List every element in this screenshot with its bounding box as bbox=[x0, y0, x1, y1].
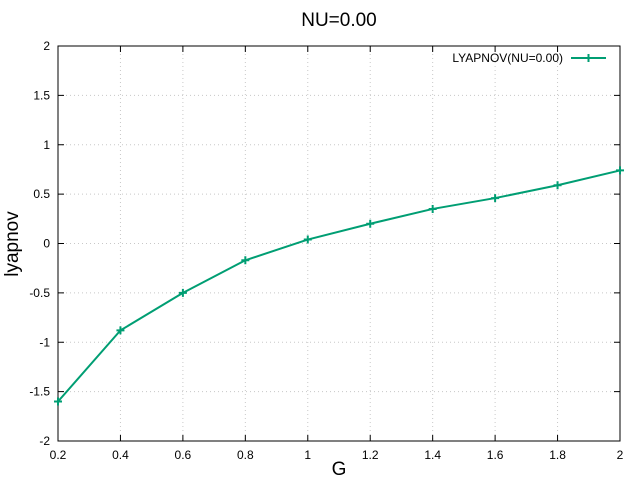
x-tick-label: 1.2 bbox=[362, 448, 379, 462]
data-point-marker bbox=[428, 204, 437, 213]
data-point-marker bbox=[303, 235, 312, 244]
y-tick-label: 1 bbox=[43, 138, 50, 152]
series bbox=[54, 166, 624, 406]
data-point-marker bbox=[54, 397, 62, 406]
y-tick-label: 0 bbox=[43, 237, 50, 251]
axes: 0.2 0.4 0.6 0.8 1 1.2 1.4 1.6 1.8 2 -2 -1.5 -1 -0.5 0 0… bbox=[29, 39, 623, 462]
x-tick-label: 1 bbox=[304, 448, 311, 462]
x-tick-label: 2 bbox=[617, 448, 624, 462]
data-point-marker bbox=[491, 194, 500, 203]
x-tick-label: 1.8 bbox=[549, 448, 566, 462]
data-point-marker bbox=[553, 181, 562, 190]
legend: LYAPNOV(NU=0.00) bbox=[452, 51, 606, 65]
x-tick-label: 1.6 bbox=[487, 448, 504, 462]
data-point-marker bbox=[241, 256, 250, 265]
x-axis-label: G bbox=[332, 459, 347, 480]
y-tick-label: 2 bbox=[43, 39, 50, 53]
legend-swatch-marker bbox=[584, 54, 593, 62]
y-axis-label: lyapnov bbox=[2, 211, 23, 277]
y-tick-label: 1.5 bbox=[33, 88, 50, 102]
x-tick-label: 0.8 bbox=[237, 448, 254, 462]
legend-label: LYAPNOV(NU=0.00) bbox=[452, 51, 563, 65]
y-tick-label: -0.5 bbox=[29, 286, 50, 300]
data-point-marker bbox=[366, 219, 375, 228]
y-tick-label: -1.5 bbox=[29, 385, 50, 399]
grid bbox=[58, 46, 620, 441]
data-point-marker bbox=[616, 166, 624, 175]
chart-title: NU=0.00 bbox=[301, 10, 377, 31]
data-point-marker bbox=[116, 326, 125, 335]
x-tick-label: 0.4 bbox=[112, 448, 129, 462]
x-tick-label: 0.2 bbox=[50, 448, 67, 462]
x-tick-label: 1.4 bbox=[424, 448, 441, 462]
series-line bbox=[57, 169, 621, 403]
y-tick-label: -1 bbox=[39, 335, 50, 349]
y-tick-label: 0.5 bbox=[33, 187, 50, 201]
data-point-marker bbox=[178, 288, 187, 297]
x-tick-label: 0.6 bbox=[175, 448, 192, 462]
y-tick-label: -2 bbox=[39, 434, 50, 448]
